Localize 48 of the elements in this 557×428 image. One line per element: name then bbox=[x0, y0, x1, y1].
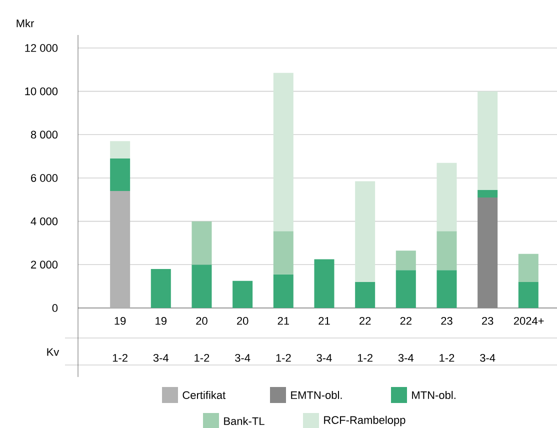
bar bbox=[110, 141, 130, 158]
y-tick-label: 0 bbox=[52, 304, 58, 312]
x-axis-title: Kv bbox=[47, 348, 60, 356]
category-label: 22 3-4 bbox=[398, 317, 414, 362]
bar bbox=[355, 181, 376, 282]
category-label: 21 1-2 bbox=[276, 317, 291, 362]
bar bbox=[273, 231, 294, 274]
bar bbox=[314, 259, 334, 308]
bar bbox=[232, 280, 253, 308]
category-label: 20 3-4 bbox=[235, 317, 250, 362]
bar bbox=[436, 231, 457, 270]
bar bbox=[396, 270, 416, 308]
y-tick-label: 4 000 bbox=[30, 217, 58, 226]
legend-label: Bank-TL bbox=[224, 416, 264, 426]
bar bbox=[396, 250, 416, 270]
bar bbox=[355, 282, 376, 308]
y-tick-label: 10 000 bbox=[25, 87, 58, 96]
bar bbox=[192, 221, 212, 265]
category-label: 23 3-4 bbox=[480, 317, 496, 362]
bar bbox=[436, 162, 457, 232]
category-label: 22 1-2 bbox=[358, 317, 372, 362]
bar bbox=[110, 158, 130, 191]
category-label: 19 1-2 bbox=[112, 317, 128, 362]
x-tick-label: 2024+ bbox=[514, 317, 544, 325]
bar bbox=[110, 190, 130, 308]
bar bbox=[273, 274, 294, 308]
y-tick-label: 8 000 bbox=[30, 130, 58, 139]
category-label: 21 3-4 bbox=[316, 317, 332, 362]
y-tick-label: 6 000 bbox=[31, 174, 58, 182]
category-label: 23 1-2 bbox=[440, 317, 454, 362]
category-label: 19 3-4 bbox=[153, 317, 169, 362]
y-tick-label: 2 000 bbox=[31, 260, 58, 269]
bar bbox=[150, 268, 171, 308]
bar bbox=[478, 91, 498, 190]
legend-label: EMTN-obl. bbox=[291, 390, 342, 400]
legend-label: Certifikat bbox=[182, 390, 226, 400]
bar bbox=[478, 197, 498, 308]
bar bbox=[478, 190, 498, 198]
y-axis-title: Mkr bbox=[16, 19, 34, 28]
category-label: 20 1-2 bbox=[194, 317, 210, 362]
legend-label: RCF-Rambelopp bbox=[324, 416, 406, 426]
bar bbox=[436, 270, 457, 308]
legend-label: MTN-obl. bbox=[412, 390, 456, 400]
bar bbox=[273, 72, 294, 232]
bar bbox=[518, 282, 538, 308]
bar bbox=[192, 264, 212, 308]
y-tick-label: 12 000 bbox=[25, 44, 58, 52]
bar bbox=[518, 254, 538, 282]
